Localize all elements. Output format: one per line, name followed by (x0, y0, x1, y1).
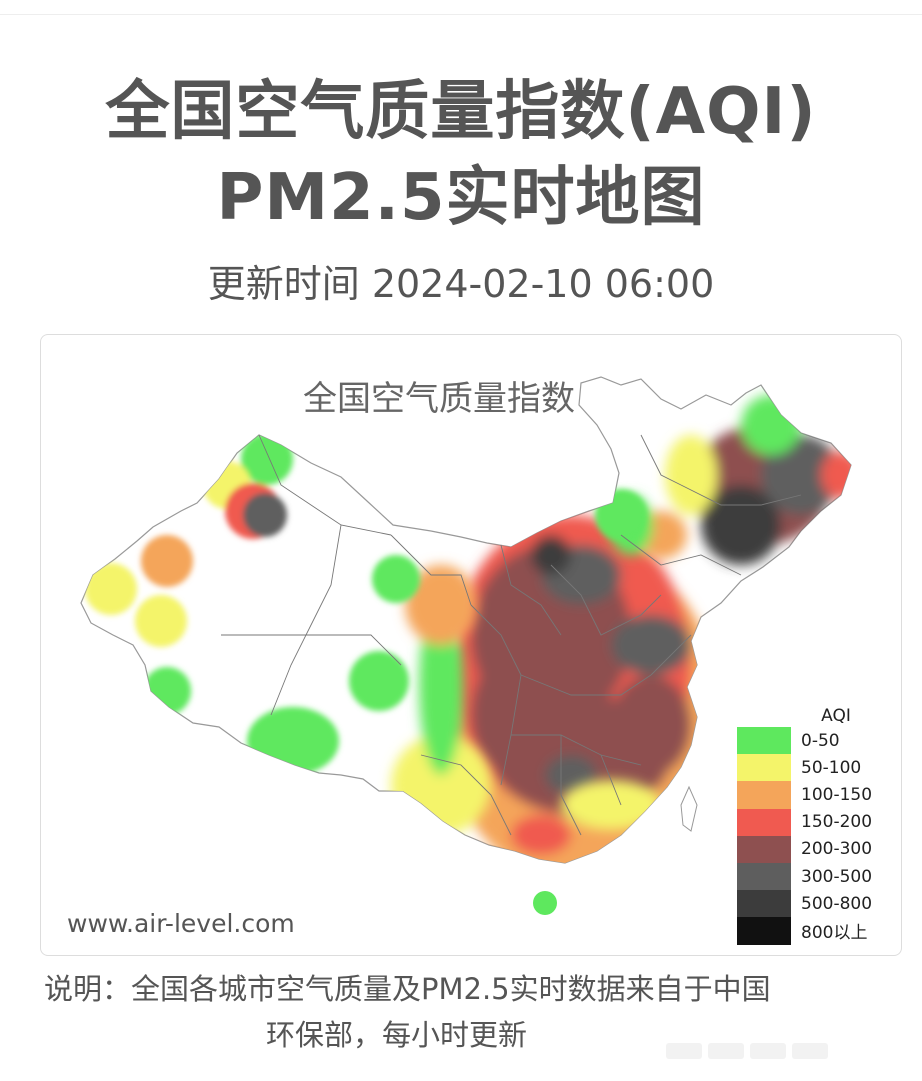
toolbar-button[interactable] (792, 1043, 828, 1059)
aqi-heat-layer (85, 395, 851, 863)
legend-label: 0-50 (801, 730, 840, 751)
legend-swatch (737, 808, 791, 836)
legend-title: AQI (821, 706, 851, 726)
legend-row: 150-200 (737, 808, 887, 836)
hainan-island (533, 891, 557, 915)
china-aqi-map (80, 376, 852, 915)
top-strip (0, 0, 922, 15)
province-borders (221, 434, 802, 836)
page-title-line1: 全国空气质量指数(AQI) (105, 75, 817, 149)
legend-rows: 0-50 50-100 100-150 150-200 200-300 300-… (737, 727, 887, 945)
legend-row: 0-50 (737, 727, 887, 755)
legend-label: 200-300 (801, 839, 873, 860)
website-link[interactable]: www.air-level.com (67, 909, 295, 938)
legend-label: 150-200 (801, 812, 873, 833)
legend-row: 500-800 (737, 890, 887, 918)
legend-swatch (737, 727, 791, 755)
note-line1: 说明：全国各城市空气质量及PM2.5实时数据来自于中国 (44, 972, 771, 1006)
toolbar-button[interactable] (666, 1043, 702, 1059)
aqi-map-card: 全国空气质量指数 www.air-level.com AQI 0-50 50-1… (40, 334, 902, 956)
legend-label: 300-500 (801, 866, 873, 887)
legend-swatch (737, 754, 791, 782)
taiwan-island (680, 785, 698, 832)
legend-swatch (737, 890, 791, 918)
toolbar-button[interactable] (750, 1043, 786, 1059)
toolbar-button[interactable] (708, 1043, 744, 1059)
aqi-legend: AQI 0-50 50-100 100-150 150-200 200-300 (737, 705, 887, 945)
legend-label: 50-100 (801, 757, 862, 778)
note-line2: 环保部，每小时更新 (266, 1018, 528, 1052)
bottom-toolbar (666, 1040, 906, 1062)
legend-row: 100-150 (737, 781, 887, 809)
legend-row: 200-300 (737, 835, 887, 863)
legend-row: 800以上 (737, 917, 887, 945)
legend-swatch (737, 835, 791, 863)
data-source-note: 说明：全国各城市空气质量及PM2.5实时数据来自于中国 环保部，每小时更新 (44, 966, 904, 1058)
legend-swatch (737, 917, 791, 945)
page-title-line2: PM2.5实时地图 (216, 161, 706, 235)
legend-swatch (737, 781, 791, 809)
legend-row: 300-500 (737, 862, 887, 891)
update-time: 更新时间 2024-02-10 06:00 (207, 262, 715, 306)
legend-label: 100-150 (801, 784, 873, 805)
legend-swatch (737, 862, 791, 891)
map-title: 全国空气质量指数 (303, 379, 575, 419)
legend-label: 500-800 (801, 893, 873, 914)
legend-label: 800以上 (801, 923, 868, 944)
legend-row: 50-100 (737, 754, 887, 782)
